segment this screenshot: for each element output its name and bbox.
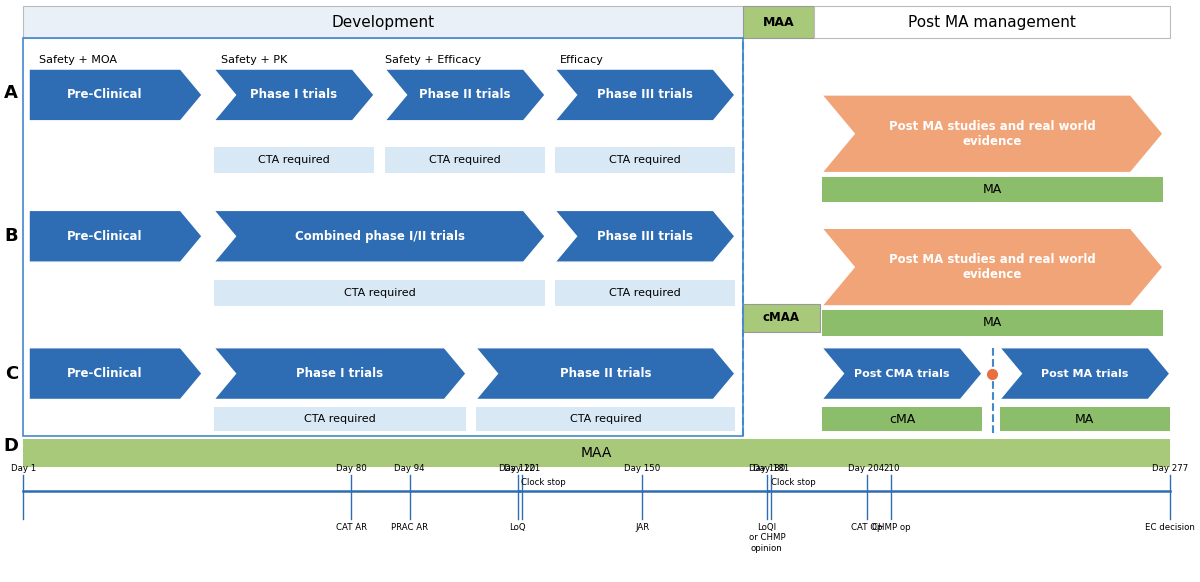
Text: MAA: MAA [581, 446, 612, 460]
Text: Phase I trials: Phase I trials [251, 88, 337, 101]
Text: CAT Op: CAT Op [851, 523, 882, 532]
Text: Safety + MOA: Safety + MOA [38, 55, 116, 65]
Polygon shape [822, 228, 1163, 306]
Bar [214, 280, 545, 306]
Text: Clock stop: Clock stop [770, 478, 816, 487]
Polygon shape [29, 69, 202, 121]
Text: Pre-Clinical: Pre-Clinical [67, 367, 143, 380]
Bar [23, 38, 743, 436]
Text: Efficacy: Efficacy [560, 55, 604, 65]
Bar [1000, 407, 1170, 431]
Polygon shape [822, 95, 1163, 173]
Text: D: D [4, 437, 19, 455]
Text: Phase III trials: Phase III trials [596, 230, 692, 243]
Text: Day 120: Day 120 [499, 464, 535, 473]
Text: JAR: JAR [635, 523, 649, 532]
Text: Post MA management: Post MA management [908, 15, 1076, 30]
Bar [476, 407, 734, 431]
Text: Combined phase I/II trials: Combined phase I/II trials [294, 230, 464, 243]
Polygon shape [214, 69, 374, 121]
Text: Phase II trials: Phase II trials [419, 88, 511, 101]
Polygon shape [476, 347, 734, 399]
Polygon shape [29, 347, 202, 399]
Text: MA: MA [983, 317, 1002, 329]
Text: Safety + Efficacy: Safety + Efficacy [385, 55, 481, 65]
Text: CHMP op: CHMP op [872, 523, 911, 532]
Text: Development: Development [331, 15, 434, 30]
Text: Phase I trials: Phase I trials [296, 367, 384, 380]
Polygon shape [29, 210, 202, 262]
Bar [385, 147, 545, 173]
Bar [822, 310, 1163, 336]
Text: cMAA: cMAA [763, 311, 800, 324]
Bar [743, 6, 814, 38]
Text: CTA required: CTA required [304, 414, 376, 424]
Bar [814, 6, 1170, 38]
Text: Day 181: Day 181 [752, 464, 790, 473]
Text: CTA required: CTA required [610, 288, 680, 298]
Text: MAA: MAA [762, 16, 794, 29]
Text: Day 1: Day 1 [11, 464, 36, 473]
Text: EC decision: EC decision [1145, 523, 1195, 532]
Text: Post MA studies and real world
evidence: Post MA studies and real world evidence [889, 253, 1096, 281]
Text: Safety + PK: Safety + PK [221, 55, 287, 65]
Bar [214, 147, 374, 173]
Text: CTA required: CTA required [343, 288, 415, 298]
Text: CTA required: CTA required [258, 155, 330, 165]
Text: A: A [5, 84, 18, 102]
Bar [822, 176, 1163, 203]
Text: Day 277: Day 277 [1152, 464, 1188, 473]
Text: B: B [5, 227, 18, 245]
Text: Day 180: Day 180 [749, 464, 785, 473]
Text: Pre-Clinical: Pre-Clinical [67, 88, 143, 101]
Text: Post MA studies and real world
evidence: Post MA studies and real world evidence [889, 120, 1096, 148]
Text: Post MA trials: Post MA trials [1042, 368, 1128, 379]
Polygon shape [214, 347, 466, 399]
Text: CTA required: CTA required [610, 155, 680, 165]
Polygon shape [385, 69, 545, 121]
Text: CTA required: CTA required [430, 155, 500, 165]
Bar [23, 439, 1170, 467]
Text: Phase III trials: Phase III trials [596, 88, 692, 101]
Text: Day 94: Day 94 [395, 464, 425, 473]
Text: LoQI
or CHMP
opinion: LoQI or CHMP opinion [749, 523, 785, 553]
Text: 210: 210 [883, 464, 900, 473]
Polygon shape [214, 210, 545, 262]
Text: C: C [5, 364, 18, 382]
Bar [554, 147, 734, 173]
Text: MA: MA [1075, 413, 1094, 426]
Bar [554, 280, 734, 306]
Text: Phase II trials: Phase II trials [559, 367, 652, 380]
Polygon shape [554, 69, 734, 121]
Bar [743, 304, 820, 332]
Text: Post CMA trials: Post CMA trials [854, 368, 949, 379]
Text: Day 150: Day 150 [624, 464, 660, 473]
Text: Day 121: Day 121 [504, 464, 540, 473]
Text: Day 80: Day 80 [336, 464, 367, 473]
Bar [23, 6, 743, 38]
Text: PRAC AR: PRAC AR [391, 523, 428, 532]
Text: MA: MA [983, 183, 1002, 196]
Text: Day 204: Day 204 [848, 464, 884, 473]
Bar [214, 407, 466, 431]
Text: LoQ: LoQ [509, 523, 526, 532]
Text: Pre-Clinical: Pre-Clinical [67, 230, 143, 243]
Text: cMA: cMA [889, 413, 916, 426]
Polygon shape [822, 347, 982, 399]
Polygon shape [554, 210, 734, 262]
Bar [822, 407, 982, 431]
Text: Clock stop: Clock stop [522, 478, 566, 487]
Text: CTA required: CTA required [570, 414, 641, 424]
Polygon shape [1000, 347, 1170, 399]
Text: CAT AR: CAT AR [336, 523, 367, 532]
